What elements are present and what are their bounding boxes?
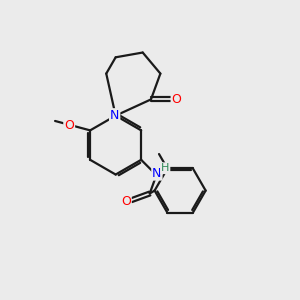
- Text: N: N: [152, 167, 162, 180]
- Text: N: N: [110, 109, 119, 122]
- Text: H: H: [161, 163, 170, 173]
- Text: O: O: [172, 93, 182, 106]
- Text: O: O: [121, 195, 131, 208]
- Text: O: O: [64, 118, 74, 132]
